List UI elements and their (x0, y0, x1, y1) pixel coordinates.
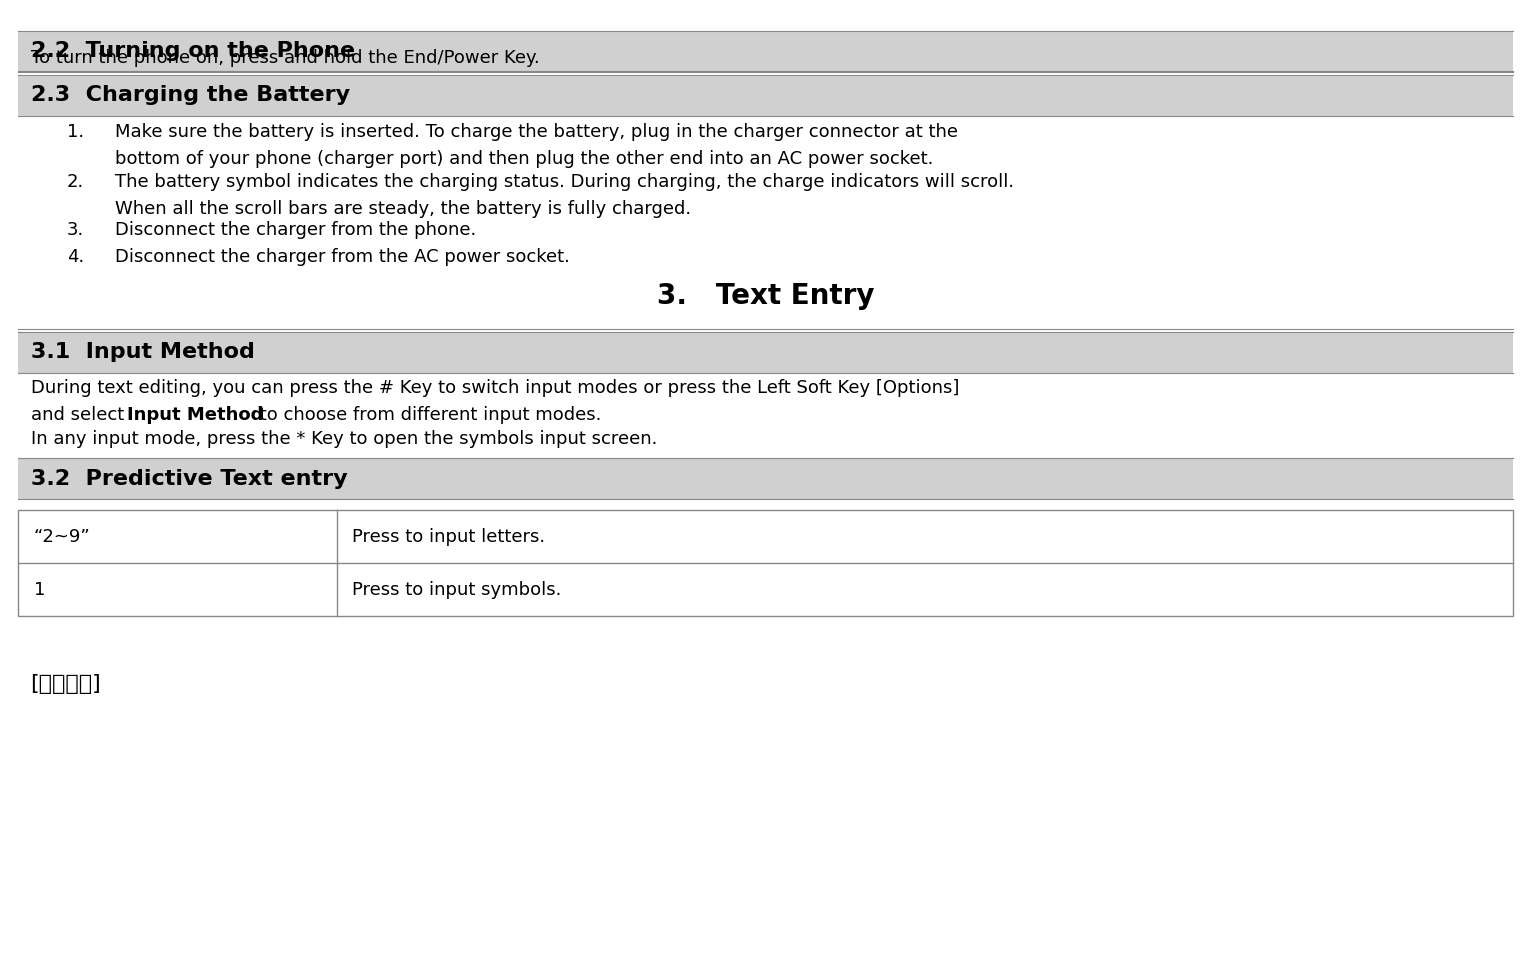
Text: bottom of your phone (charger port) and then plug the other end into an AC power: bottom of your phone (charger port) and … (115, 150, 934, 169)
Text: Disconnect the charger from the phone.: Disconnect the charger from the phone. (115, 221, 476, 240)
Bar (18, 332, 1513, 373)
Text: to choose from different input modes.: to choose from different input modes. (254, 406, 602, 425)
Text: Disconnect the charger from the AC power socket.: Disconnect the charger from the AC power… (115, 248, 570, 267)
Text: 1.: 1. (67, 123, 84, 142)
Text: 2.3  Charging the Battery: 2.3 Charging the Battery (31, 86, 349, 105)
Text: 2.2  Turning on the Phone: 2.2 Turning on the Phone (31, 41, 355, 61)
Text: 3.1  Input Method: 3.1 Input Method (31, 343, 254, 362)
Bar (18, 510, 1513, 616)
Text: 3.2  Predictive Text entry: 3.2 Predictive Text entry (31, 469, 348, 488)
Bar (18, 31, 1513, 71)
Text: 3.: 3. (67, 221, 84, 240)
Text: 4.: 4. (67, 248, 84, 267)
Text: 2.: 2. (67, 173, 84, 192)
Text: Press to input symbols.: Press to input symbols. (352, 581, 562, 599)
Bar (18, 458, 1513, 499)
Text: Press to input letters.: Press to input letters. (352, 528, 545, 546)
Text: When all the scroll bars are steady, the battery is fully charged.: When all the scroll bars are steady, the… (115, 200, 690, 219)
Text: “2~9”: “2~9” (34, 528, 90, 546)
Text: During text editing, you can press the # Key to switch input modes or press the : During text editing, you can press the #… (31, 379, 958, 398)
Text: To turn the phone on, press and hold the End/Power Key.: To turn the phone on, press and hold the… (31, 49, 539, 66)
Text: 3.   Text Entry: 3. Text Entry (657, 281, 874, 310)
Text: Input Method: Input Method (127, 406, 263, 425)
Text: The battery symbol indicates the charging status. During charging, the charge in: The battery symbol indicates the chargin… (115, 173, 1014, 192)
Text: In any input mode, press the * Key to open the symbols input screen.: In any input mode, press the * Key to op… (31, 430, 657, 449)
Bar (18, 75, 1513, 116)
Text: and select: and select (31, 406, 130, 425)
Text: 1: 1 (34, 581, 44, 599)
Text: [键入文字]: [键入文字] (31, 674, 101, 694)
Text: Make sure the battery is inserted. To charge the battery, plug in the charger co: Make sure the battery is inserted. To ch… (115, 123, 958, 142)
